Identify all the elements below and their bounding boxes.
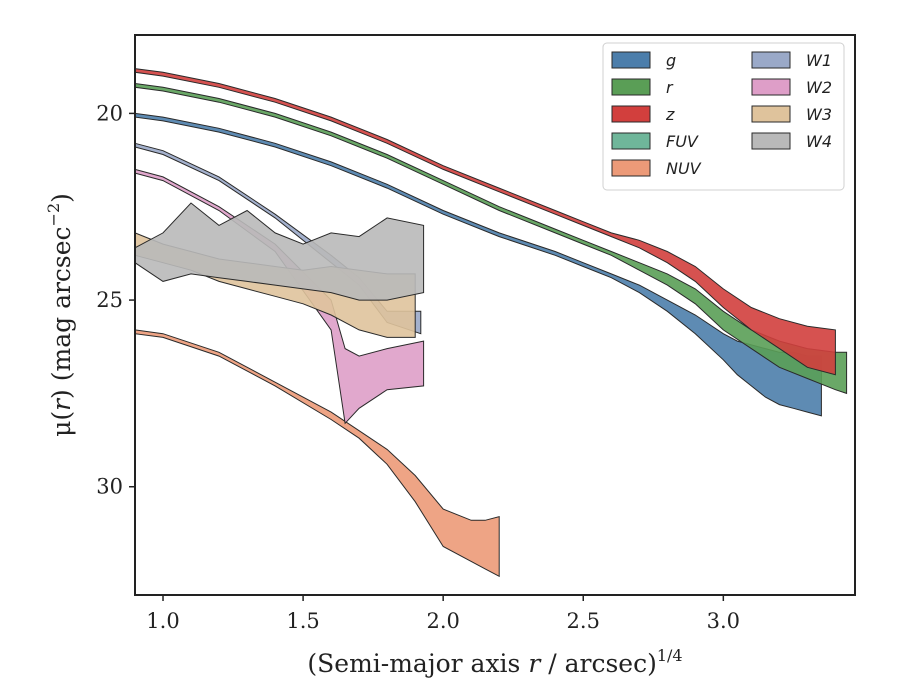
- y-tick-label: 30: [96, 475, 123, 499]
- plot-area: [134, 68, 848, 578]
- area-g: [134, 112, 822, 417]
- y-tick-label: 25: [96, 288, 123, 312]
- legend-label-g: g: [666, 51, 676, 70]
- legend-swatch-g: [611, 51, 651, 69]
- legend-label-w3: W3: [806, 105, 832, 124]
- legend-label-w4: W4: [806, 132, 832, 151]
- legend-swatch-w2: [751, 78, 791, 96]
- legend-swatch-w4: [751, 132, 791, 150]
- legend-swatch-w3: [751, 105, 791, 123]
- plot-frame: [134, 34, 856, 596]
- y-tick-label: 20: [96, 101, 123, 125]
- legend-swatch-w1: [751, 51, 791, 69]
- x-tick-label: 1.5: [286, 609, 319, 633]
- x-tick-label: 3.0: [707, 609, 740, 633]
- x-axis: 1.0 1.5 2.0 2.5 3.0: [146, 595, 740, 633]
- area-r: [134, 82, 848, 395]
- area-z: [134, 68, 836, 376]
- legend-label-nuv: NUV: [666, 159, 702, 178]
- legend-label-z: z: [665, 105, 675, 124]
- area-nuv: [134, 329, 500, 578]
- legend-label-w1: W1: [806, 51, 832, 70]
- x-tick-label: 2.5: [567, 609, 600, 633]
- area-w4: [134, 202, 425, 301]
- x-tick-label: 2.0: [426, 609, 459, 633]
- x-tick-label: 1.0: [146, 609, 179, 633]
- legend-swatch-z: [611, 105, 651, 123]
- y-axis-label: μ(r) (mag arcsec−2): [44, 193, 76, 437]
- legend-label-w2: W2: [806, 78, 832, 97]
- legend-swatch-r: [611, 78, 651, 96]
- legend: grz FUV NUV W1 W2 W3 W4: [602, 42, 845, 191]
- legend-swatch-nuv: [611, 159, 651, 177]
- legend-swatch-fuv: [611, 132, 651, 150]
- legend-label-r: r: [666, 78, 674, 97]
- x-axis-label: (Semi-major axis r / arcsec)1/4: [307, 646, 682, 678]
- legend-label-fuv: FUV: [666, 132, 699, 151]
- y-axis: 20 25 30: [96, 101, 135, 499]
